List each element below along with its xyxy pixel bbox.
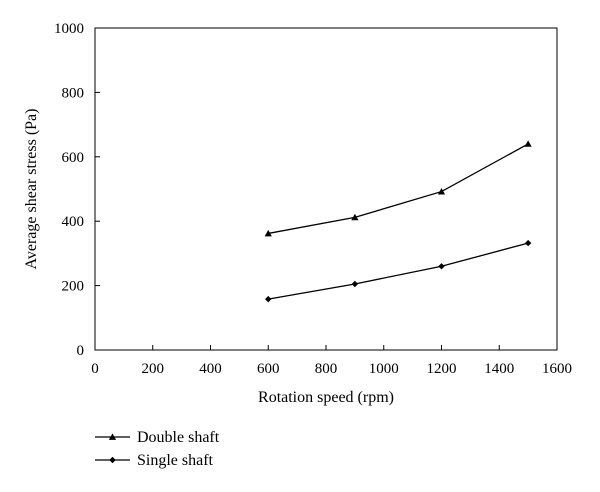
single-shaft-line bbox=[268, 242, 529, 300]
y-axis-title: Average shear stress (Pa) bbox=[23, 109, 40, 270]
single-shaft-point bbox=[265, 295, 272, 303]
y-tick-label: 200 bbox=[62, 279, 85, 295]
double-shaft-point bbox=[351, 213, 359, 221]
tick-labels: 0 200 400 600 800 1000 1200 1400 1600 0 200 400 600 8… bbox=[54, 21, 572, 377]
double-shaft-legend-marker bbox=[108, 433, 117, 440]
single-shaft-legend-label: Single shaft bbox=[137, 452, 214, 469]
double-shaft-line bbox=[268, 143, 529, 235]
legend: Double shaft Single shaft bbox=[95, 429, 220, 469]
y-tick-label: 0 bbox=[77, 343, 85, 359]
x-tick-label: 1600 bbox=[542, 361, 572, 377]
x-tick-label: 0 bbox=[91, 361, 99, 377]
series-lines bbox=[268, 143, 529, 300]
x-axis-title: Rotation speed (rpm) bbox=[258, 389, 394, 406]
x-tick-label: 800 bbox=[315, 361, 338, 377]
double-shaft-point bbox=[524, 140, 532, 147]
y-tick-label: 600 bbox=[62, 150, 85, 166]
x-tick-label: 400 bbox=[199, 361, 222, 377]
y-tick-label: 1000 bbox=[54, 21, 84, 37]
double-shaft-point bbox=[264, 229, 272, 237]
x-tick-label: 200 bbox=[142, 361, 165, 377]
double-shaft-legend-label: Double shaft bbox=[137, 429, 220, 446]
axis-ticks bbox=[94, 27, 558, 351]
single-shaft-point bbox=[438, 263, 445, 270]
single-shaft-point bbox=[351, 280, 359, 288]
x-tick-label: 1400 bbox=[484, 361, 514, 377]
plot-frame bbox=[94, 27, 558, 351]
y-tick-label: 800 bbox=[62, 85, 85, 101]
x-tick-label: 1000 bbox=[369, 361, 399, 377]
x-tick-label: 600 bbox=[257, 361, 280, 377]
single-shaft-legend-marker bbox=[109, 456, 116, 464]
series-markers bbox=[264, 140, 532, 303]
x-tick-label: 1200 bbox=[427, 361, 457, 377]
double-shaft-point bbox=[437, 187, 446, 195]
single-shaft-point bbox=[524, 239, 532, 247]
y-tick-label: 400 bbox=[62, 214, 85, 230]
